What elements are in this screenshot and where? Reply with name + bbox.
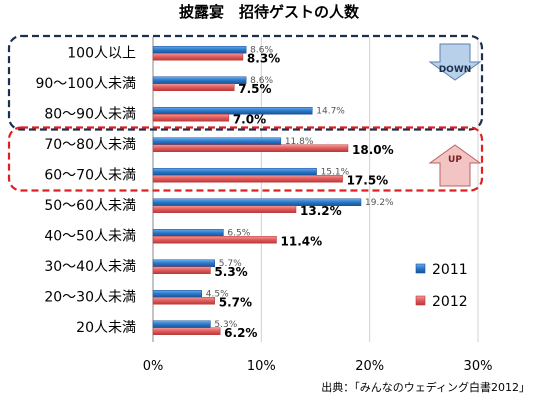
- category-label: 90〜100人未満: [35, 76, 136, 92]
- x-tick-label: 0%: [143, 359, 164, 374]
- value-label-2011: 15.1%: [321, 167, 350, 177]
- legend: 2011 2012: [415, 262, 468, 310]
- value-label-2011: 5.3%: [214, 320, 237, 330]
- category-label: 40〜50人未満: [44, 228, 136, 244]
- bar-2011: [152, 46, 247, 54]
- value-label-2011: 6.5%: [227, 228, 250, 238]
- value-label-2012: 7.0%: [233, 112, 266, 126]
- value-label-2012: 5.3%: [214, 265, 247, 279]
- value-label-2012: 7.5%: [238, 82, 271, 96]
- up-arrow-icon: [428, 144, 482, 187]
- value-label-2011: 8.6%: [250, 76, 273, 86]
- category-labels: 100人以上 90〜100人未満 80〜90人未満 70〜80人未満 60〜70人未満 5…: [35, 45, 136, 336]
- up-label: UP: [448, 155, 462, 165]
- bar-2011: [152, 107, 313, 115]
- legend-swatch-2012: [415, 295, 426, 306]
- legend-label-2011: 2011: [432, 262, 468, 278]
- bar-2012: [152, 266, 211, 274]
- value-label-2012: 6.2%: [224, 326, 257, 340]
- x-tick-label: 20%: [355, 359, 384, 374]
- value-label-2012: 17.5%: [347, 173, 389, 187]
- value-label-2012: 18.0%: [352, 143, 394, 157]
- bar-2012: [152, 144, 349, 152]
- category-label: 70〜80人未満: [44, 137, 136, 153]
- bar-2012: [152, 53, 244, 61]
- bar-2011: [152, 137, 282, 145]
- value-label-2011: 8.6%: [250, 45, 273, 55]
- bar-2011: [152, 168, 317, 176]
- bar-2012: [152, 175, 343, 183]
- category-label: 80〜90人未満: [44, 106, 136, 122]
- bar-2012: [152, 236, 277, 244]
- bar-2012: [152, 114, 230, 122]
- x-tick-label: 10%: [247, 359, 276, 374]
- value-label-2012: 11.4%: [281, 234, 323, 248]
- category-label: 30〜40人未満: [44, 259, 136, 275]
- value-label-2011: 11.8%: [285, 137, 314, 147]
- up-group-box: [7, 126, 484, 192]
- category-label: 50〜60人未満: [44, 198, 136, 214]
- category-label: 60〜70人未満: [44, 167, 136, 183]
- value-labels: 8.6%8.3%8.6%7.5%14.7%7.0%11.8%18.0%15.1%…: [206, 45, 394, 340]
- bar-2012: [152, 205, 297, 213]
- bar-2011: [152, 290, 202, 298]
- down-label: DOWN: [439, 65, 472, 75]
- category-label: 20人未満: [76, 320, 136, 336]
- category-label: 20〜30人未満: [44, 289, 136, 305]
- bar-2011: [152, 229, 224, 237]
- value-label-2011: 4.5%: [206, 289, 229, 299]
- down-arrow-icon: [428, 43, 482, 81]
- bar-2012: [152, 297, 215, 305]
- source-note: 出典：「みんなのウェディング白書2012」: [321, 380, 530, 394]
- x-tick-label: 30%: [464, 359, 493, 374]
- bar-2012: [152, 83, 235, 91]
- value-label-2011: 14.7%: [316, 106, 345, 116]
- value-label-2012: 13.2%: [300, 204, 342, 218]
- bars: [152, 46, 362, 335]
- bar-2012: [152, 327, 221, 335]
- down-group-box: [7, 34, 484, 131]
- value-label-2011: 5.7%: [219, 259, 242, 269]
- x-tick-labels: 0% 10% 20% 30%: [143, 359, 493, 374]
- value-label-2012: 8.3%: [247, 51, 280, 65]
- bar-2011: [152, 320, 211, 328]
- value-label-2011: 19.2%: [365, 198, 394, 208]
- legend-label-2012: 2012: [432, 294, 468, 310]
- value-label-2012: 5.7%: [219, 295, 252, 309]
- bar-2011: [152, 259, 215, 267]
- chart-title: 披露宴 招待ゲストの人数: [179, 3, 360, 21]
- category-label: 100人以上: [67, 45, 136, 61]
- bar-2011: [152, 76, 247, 84]
- annotations: DOWN UP: [7, 34, 484, 192]
- legend-swatch-2011: [415, 263, 426, 274]
